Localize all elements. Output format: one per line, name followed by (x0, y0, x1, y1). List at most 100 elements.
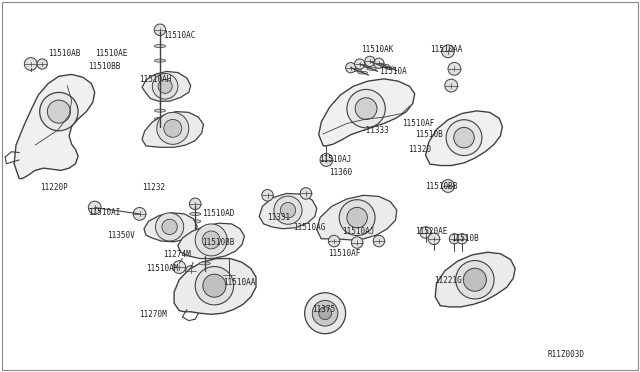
Polygon shape (14, 74, 95, 179)
Polygon shape (426, 111, 502, 166)
Text: 11520AE: 11520AE (415, 227, 447, 236)
Circle shape (305, 293, 346, 334)
Circle shape (312, 301, 338, 326)
Text: 11510BB: 11510BB (202, 238, 235, 247)
Circle shape (189, 198, 201, 209)
Text: 11350V: 11350V (108, 231, 135, 240)
Text: 11510AF: 11510AF (328, 249, 360, 258)
Text: 11220P: 11220P (40, 183, 67, 192)
Circle shape (154, 24, 166, 35)
Text: 11510AI: 11510AI (88, 208, 121, 217)
Text: 11510AA: 11510AA (430, 45, 463, 54)
Circle shape (374, 58, 384, 68)
Text: 11510AD: 11510AD (202, 209, 235, 218)
Circle shape (202, 231, 220, 249)
Text: 11510BB: 11510BB (426, 182, 458, 191)
Text: 11221G: 11221G (434, 276, 461, 285)
Text: R11Z003D: R11Z003D (547, 350, 584, 359)
Ellipse shape (386, 67, 396, 70)
Text: 11375: 11375 (312, 305, 335, 314)
Circle shape (164, 119, 182, 137)
Circle shape (319, 307, 332, 320)
Circle shape (442, 45, 454, 58)
Circle shape (339, 200, 375, 235)
Circle shape (37, 59, 47, 69)
Text: 11510AH: 11510AH (140, 76, 172, 84)
Text: 11320: 11320 (408, 145, 431, 154)
Ellipse shape (367, 68, 376, 70)
Text: 11510AB: 11510AB (48, 49, 81, 58)
Ellipse shape (380, 64, 390, 67)
Circle shape (47, 100, 70, 123)
Circle shape (454, 127, 474, 148)
Polygon shape (319, 79, 415, 146)
Circle shape (186, 266, 196, 276)
Text: 11510B: 11510B (415, 130, 442, 139)
Ellipse shape (154, 109, 166, 112)
Circle shape (355, 98, 377, 119)
Polygon shape (178, 223, 244, 259)
Ellipse shape (352, 69, 362, 71)
Circle shape (203, 274, 226, 297)
Polygon shape (317, 195, 397, 240)
Text: 11510AK: 11510AK (362, 45, 394, 54)
Circle shape (274, 196, 302, 224)
Polygon shape (435, 252, 515, 307)
Text: 11510AF: 11510AF (402, 119, 435, 128)
Ellipse shape (154, 74, 166, 77)
Circle shape (173, 261, 186, 273)
Circle shape (351, 237, 363, 248)
Circle shape (300, 188, 312, 199)
Circle shape (373, 235, 385, 247)
Ellipse shape (189, 220, 201, 223)
Text: 11510AJ: 11510AJ (319, 155, 351, 164)
Text: 11510AM: 11510AM (146, 264, 179, 273)
Circle shape (320, 154, 333, 166)
Circle shape (442, 180, 454, 192)
Circle shape (152, 74, 178, 99)
Polygon shape (174, 259, 256, 314)
Circle shape (420, 227, 431, 238)
Ellipse shape (189, 212, 201, 215)
Circle shape (445, 79, 458, 92)
Circle shape (448, 62, 461, 75)
Text: -11333: -11333 (362, 126, 389, 135)
Circle shape (40, 92, 78, 131)
Circle shape (428, 233, 440, 244)
Circle shape (156, 213, 184, 241)
Ellipse shape (154, 88, 166, 91)
Circle shape (457, 234, 467, 244)
Text: 11510AJ: 11510AJ (342, 227, 375, 236)
Circle shape (195, 224, 227, 256)
Ellipse shape (377, 65, 387, 68)
Text: 11510B: 11510B (451, 234, 479, 243)
Circle shape (133, 208, 146, 220)
Text: 11510AE: 11510AE (95, 49, 127, 58)
Circle shape (158, 79, 172, 93)
Text: 11274M: 11274M (163, 250, 191, 259)
Text: 11331: 11331 (268, 213, 291, 222)
Circle shape (88, 201, 101, 214)
Circle shape (328, 235, 340, 247)
Circle shape (365, 56, 375, 67)
Circle shape (355, 59, 365, 69)
Circle shape (449, 234, 460, 244)
Circle shape (446, 120, 482, 155)
Polygon shape (259, 193, 317, 229)
Text: 11232: 11232 (142, 183, 165, 192)
Circle shape (162, 219, 177, 235)
Circle shape (157, 112, 189, 144)
Circle shape (463, 268, 486, 291)
Text: 11360: 11360 (330, 169, 353, 177)
Text: 11510AA: 11510AA (223, 278, 255, 287)
Ellipse shape (154, 117, 166, 121)
Circle shape (347, 89, 385, 128)
Ellipse shape (361, 65, 371, 68)
Text: 11510AG: 11510AG (293, 223, 326, 232)
Circle shape (262, 190, 273, 201)
Circle shape (24, 58, 37, 70)
Text: 11510BB: 11510BB (88, 62, 120, 71)
Circle shape (280, 202, 296, 218)
Circle shape (347, 207, 367, 228)
Circle shape (223, 269, 235, 280)
